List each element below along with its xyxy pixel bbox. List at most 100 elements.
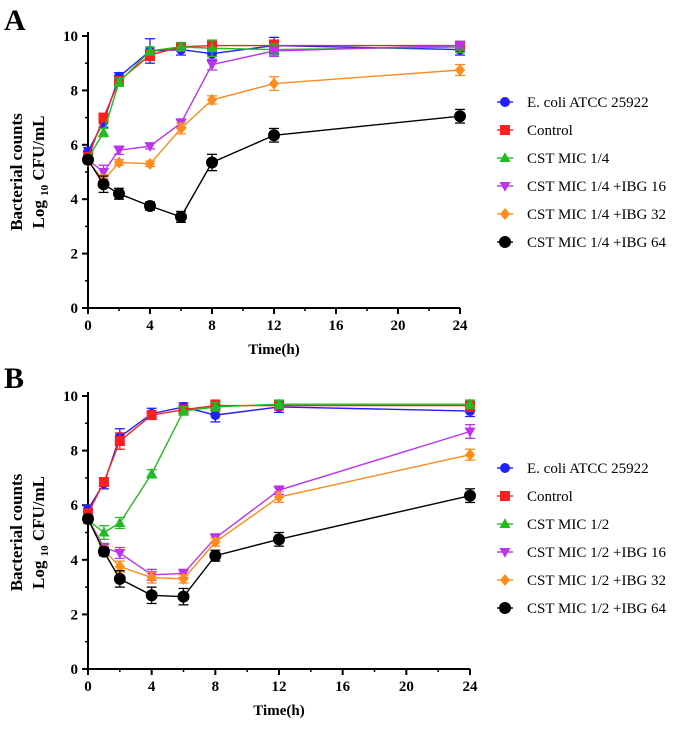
series-line xyxy=(87,46,461,159)
y-tick-label: 2 xyxy=(71,247,79,263)
data-point xyxy=(464,489,476,502)
data-point xyxy=(210,536,221,549)
data-point xyxy=(114,436,125,447)
legend-marker xyxy=(499,236,511,248)
data-point xyxy=(144,200,156,212)
data-point xyxy=(178,572,189,585)
data-point xyxy=(210,410,221,421)
y-axis-title: Bacterial counts xyxy=(7,473,26,591)
x-tick-label: 4 xyxy=(146,318,154,334)
data-point xyxy=(464,398,476,409)
data-point xyxy=(206,60,218,71)
y-unit-log: Log xyxy=(29,196,48,229)
y-tick-label: 8 xyxy=(71,444,79,460)
x-tick-label: 24 xyxy=(453,318,469,334)
series-5 xyxy=(83,448,475,585)
x-tick-label: 8 xyxy=(208,318,216,334)
data-point xyxy=(114,156,124,169)
series-6 xyxy=(82,108,466,223)
legend-label: CST MIC 1/2 +IBG 32 xyxy=(527,573,666,589)
data-point xyxy=(113,146,125,156)
x-tick-label: 12 xyxy=(272,679,287,695)
data-point xyxy=(175,41,187,51)
y-axis-title: Bacterial counts xyxy=(7,113,26,231)
series-5 xyxy=(83,63,465,187)
y-unit-subscript: 10 xyxy=(39,545,51,557)
data-point xyxy=(273,533,285,546)
legend-label: CST MIC 1/2 xyxy=(527,517,609,533)
series-line xyxy=(87,403,470,534)
legend-marker xyxy=(500,125,510,135)
data-point xyxy=(209,549,222,562)
data-point xyxy=(98,126,109,137)
data-point xyxy=(209,401,221,411)
data-point xyxy=(146,571,157,584)
legend-label: CST MIC 1/2 +IBG 16 xyxy=(527,545,667,561)
legend-item: E. coli ATCC 25922 xyxy=(497,461,649,477)
legend-marker xyxy=(499,182,511,192)
legend-marker xyxy=(500,97,510,107)
legend-item: CST MIC 1/2 xyxy=(497,517,609,533)
data-point xyxy=(144,142,156,152)
data-point xyxy=(178,405,189,416)
data-point xyxy=(207,93,217,106)
series-6 xyxy=(82,488,476,606)
x-tick-label: 24 xyxy=(463,679,479,695)
series-line xyxy=(87,69,461,182)
data-point xyxy=(145,589,158,602)
legend-item: CST MIC 1/2 +IBG 16 xyxy=(497,545,667,561)
x-tick-label: 20 xyxy=(391,318,406,334)
panel-label: A xyxy=(4,4,26,37)
legend-marker xyxy=(499,602,511,614)
data-point xyxy=(146,410,157,421)
legend-item: Control xyxy=(497,123,573,139)
y-unit-cfu: CFU/mL xyxy=(29,115,48,184)
data-point xyxy=(113,76,125,87)
data-point xyxy=(98,476,109,487)
x-tick-label: 4 xyxy=(148,679,156,695)
x-tick-label: 20 xyxy=(399,679,414,695)
legend-marker xyxy=(500,208,510,220)
data-point xyxy=(98,526,110,537)
data-point xyxy=(114,548,126,559)
y-tick-label: 6 xyxy=(71,498,79,514)
data-point xyxy=(274,491,284,504)
x-tick-label: 12 xyxy=(267,318,282,334)
series-line xyxy=(87,44,460,158)
y-axis-unit: Log 10 CFU/mL xyxy=(29,476,51,589)
legend-item: CST MIC 1/4 xyxy=(497,151,610,167)
legend-label: CST MIC 1/2 +IBG 64 xyxy=(527,601,667,617)
legend-label: CST MIC 1/4 +IBG 32 xyxy=(527,207,666,223)
x-tick-label: 16 xyxy=(329,318,345,334)
data-point xyxy=(82,512,94,525)
legend-label: Control xyxy=(527,489,573,505)
data-point xyxy=(114,517,126,527)
legend-item: CST MIC 1/2 +IBG 32 xyxy=(497,573,666,589)
legend-marker xyxy=(499,548,511,558)
legend-item: Control xyxy=(497,489,573,505)
legend-marker xyxy=(500,574,510,586)
data-point xyxy=(206,42,218,53)
data-point xyxy=(454,41,466,52)
legend-label: CST MIC 1/4 +IBG 16 xyxy=(527,179,667,195)
legend: E. coli ATCC 25922 Control CST MIC 1/2 CST … xyxy=(497,461,667,617)
data-point xyxy=(97,178,110,191)
legend-marker xyxy=(500,463,510,473)
x-axis-title: Time(h) xyxy=(248,342,299,358)
series-line xyxy=(87,44,461,174)
data-point xyxy=(454,110,466,123)
y-tick-label: 8 xyxy=(71,83,79,99)
data-point xyxy=(464,427,476,438)
data-point xyxy=(82,153,94,166)
y-axis-unit: Log 10 CFU/mL xyxy=(29,115,51,228)
data-point xyxy=(114,560,125,573)
y-tick-label: 0 xyxy=(71,301,79,317)
data-point xyxy=(465,448,475,461)
data-point xyxy=(273,398,285,409)
y-tick-label: 4 xyxy=(71,553,79,569)
series-line xyxy=(87,454,471,580)
legend-label: CST MIC 1/4 +IBG 64 xyxy=(527,235,667,251)
y-tick-label: 2 xyxy=(71,607,79,623)
